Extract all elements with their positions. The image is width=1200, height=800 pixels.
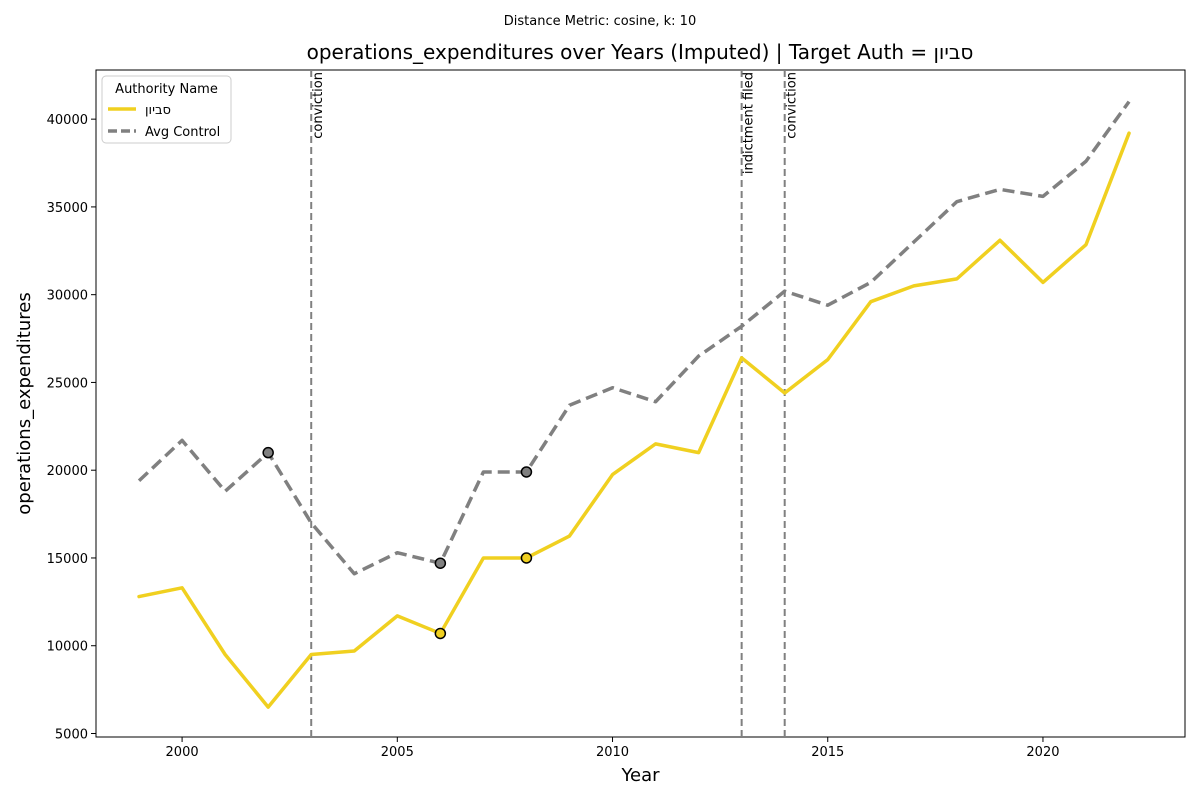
legend-box (101, 75, 232, 144)
series-line (137, 100, 1131, 576)
y-tick-label: 5000 (55, 727, 88, 742)
legend-title: Authority Name (115, 82, 218, 97)
imputed-point (434, 557, 447, 569)
x-axis-label: Year (620, 765, 660, 786)
legend-label: סביון (145, 103, 171, 118)
x-tick-label: 2000 (166, 745, 199, 760)
chart-title: operations_expenditures over Years (Impu… (306, 40, 974, 64)
event-label: conviction (785, 72, 800, 139)
imputed-point (262, 446, 274, 459)
series-line (137, 131, 1131, 709)
imputed-point (520, 552, 533, 564)
y-tick-label: 10000 (47, 640, 88, 655)
x-tick-label: 2015 (811, 745, 844, 760)
y-tick-label: 15000 (47, 552, 88, 567)
event-label: conviction (311, 72, 326, 139)
chart-suptitle: Distance Metric: cosine, k: 10 (503, 14, 697, 29)
y-tick-label: 20000 (47, 464, 88, 479)
plot-frame (95, 69, 1186, 738)
event-label: indictment filed (742, 72, 757, 174)
legend-label: Avg Control (145, 125, 220, 140)
imputed-point (520, 466, 533, 478)
y-tick-label: 25000 (47, 376, 88, 391)
x-tick-label: 2005 (381, 745, 414, 760)
x-tick-label: 2010 (596, 745, 629, 760)
y-axis-label: operations_expenditures (14, 292, 35, 514)
y-tick-label: 35000 (47, 201, 88, 216)
y-tick-label: 30000 (47, 289, 88, 304)
imputed-point (434, 627, 447, 640)
y-tick-label: 40000 (47, 113, 88, 128)
x-tick-label: 2020 (1026, 745, 1059, 760)
